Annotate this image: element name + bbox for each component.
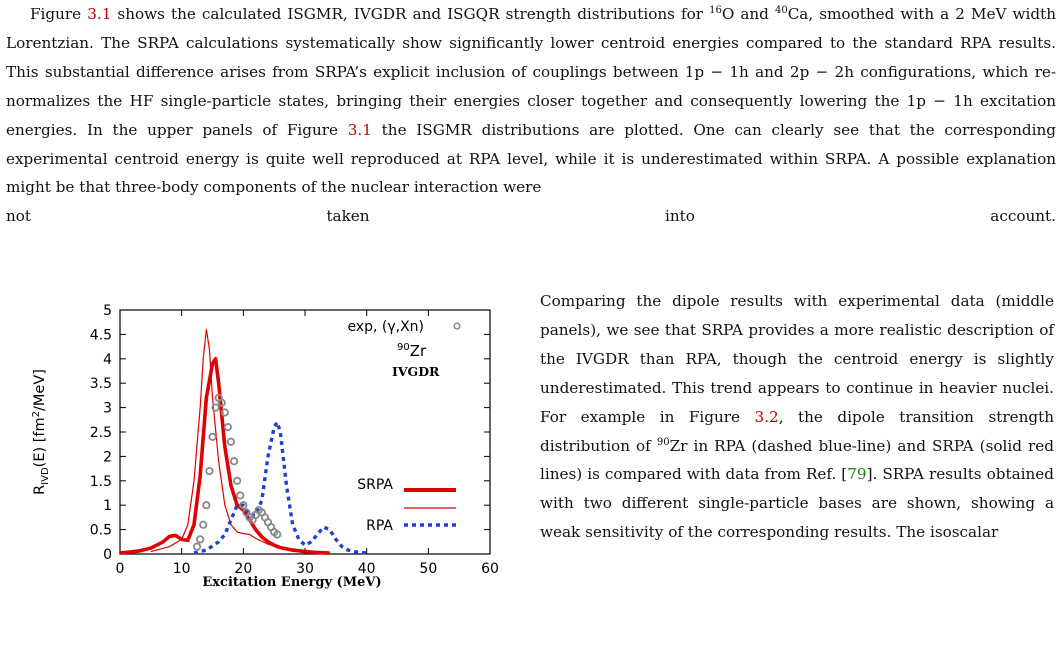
- series-line-rpa-dashed: [193, 420, 367, 555]
- word: into: [664, 207, 695, 226]
- text: Comparing the dipole results with experi…: [540, 292, 1054, 426]
- exp-data-point: [273, 530, 282, 539]
- exp-data-point: [233, 476, 242, 485]
- y-tick-label: 4.5: [90, 327, 112, 343]
- text: the ISGMR distributions are plotted. One…: [6, 120, 1056, 197]
- legend-exp-label: exp, (γ,Xn): [347, 319, 424, 335]
- axis-ticks: 0 10 20 30 40 50 60 0 0.5 1 1.5 2 2.5 3 3.5 4 4.5 5: [90, 303, 499, 577]
- exp-data-point: [223, 423, 233, 432]
- x-axis-label: Excitation Energy (MeV): [202, 575, 381, 590]
- series-line-srpa-solid-thin: [150, 328, 330, 554]
- text: ]. SRPA results obtained with two differ…: [540, 465, 1054, 542]
- exp-data-point: [211, 403, 220, 412]
- y-tick-label: 0: [103, 547, 112, 563]
- y-tick-label: 2.5: [90, 425, 112, 441]
- exp-data-point: [217, 398, 226, 407]
- y-tick-label: 1.5: [90, 474, 112, 490]
- y-tick-label: 3: [103, 401, 112, 417]
- x-tick-label: 20: [234, 561, 252, 577]
- word: not: [6, 207, 32, 226]
- x-tick-label: 10: [173, 561, 191, 577]
- exp-data-point: [196, 535, 205, 544]
- exp-data-point: [208, 432, 217, 441]
- text: O and: [721, 5, 775, 23]
- plot-frame: [119, 309, 491, 555]
- text: shows the calculated ISGMR, IVGDR and IS…: [111, 5, 710, 23]
- exp-data-point: [239, 501, 248, 510]
- figure-ref-link[interactable]: 3.1: [347, 120, 372, 139]
- x-tick-label: 50: [419, 561, 437, 577]
- x-tick-label: 30: [296, 561, 314, 577]
- figure-ref-link[interactable]: 3.1: [87, 5, 112, 23]
- legend-exp-marker: [453, 322, 461, 330]
- word: account.: [990, 207, 1056, 226]
- y-tick-label: 5: [103, 303, 112, 319]
- exp-data-point: [229, 457, 239, 466]
- paragraph-2: Comparing the dipole results with experi…: [540, 287, 1054, 547]
- figure-ivgdr: 0 10 20 30 40 50 60 0 0.5 1 1.5 2 2.5 3 3.5 4 4.5 5 RIVD(…: [2, 298, 522, 620]
- citation-link[interactable]: 79: [847, 465, 867, 484]
- series-layer: [119, 328, 367, 555]
- exp-data-point: [199, 520, 208, 529]
- exp-data-point: [226, 437, 236, 446]
- mode-label: IVGDR: [392, 364, 440, 379]
- y-axis-label: RIVD(E) [fm2/MeV]: [31, 369, 51, 495]
- legend-srpa-label: SRPA: [357, 477, 393, 493]
- figure-ref-link[interactable]: 3.2: [754, 407, 779, 426]
- text: Ca, smoothed with a 2 MeV width Lorentzi…: [6, 5, 1056, 139]
- x-tick-label: 60: [481, 561, 499, 577]
- exp-data-point: [202, 501, 211, 510]
- y-tick-label: 2: [103, 449, 112, 465]
- y-tick-label: 3.5: [90, 376, 112, 392]
- exp-data-point: [192, 542, 202, 551]
- legend-rpa-label: RPA: [366, 518, 393, 534]
- superscript: 90: [656, 436, 670, 448]
- word: taken: [326, 207, 370, 226]
- y-tick-label: 1: [103, 498, 112, 514]
- superscript: 16: [709, 4, 722, 16]
- x-tick-label: 0: [116, 561, 125, 577]
- exp-data-point: [220, 408, 229, 417]
- superscript: 40: [774, 4, 788, 16]
- x-tick-label: 40: [358, 561, 376, 577]
- chart-svg: 0 10 20 30 40 50 60 0 0.5 1 1.5 2 2.5 3 3.5 4 4.5 5 RIVD(…: [31, 303, 499, 590]
- exp-data-point: [236, 491, 245, 500]
- series-line-srpa-solid-thick: [119, 356, 330, 555]
- paragraph-1: Figure 3.1 shows the calculated ISGMR, I…: [6, 0, 1056, 231]
- text: , the dipole transition strength distrib…: [540, 407, 1054, 455]
- nucleus-label: 90Zr: [397, 342, 427, 360]
- y-tick-label: 0.5: [90, 523, 112, 539]
- text: Zr in RPA (dashed blue-line) and SRPA (s…: [540, 436, 1055, 484]
- y-tick-label: 4: [103, 352, 112, 368]
- text: Figure: [30, 5, 88, 23]
- exp-data-point: [205, 466, 214, 476]
- last-line: not taken into account.: [6, 202, 1056, 231]
